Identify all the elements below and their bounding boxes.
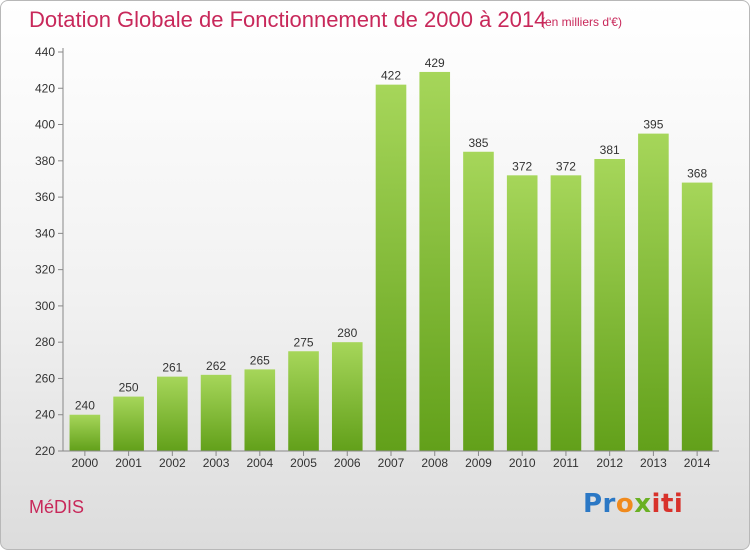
bar-2003 bbox=[200, 374, 232, 451]
bar-2001 bbox=[113, 396, 144, 451]
data-label: 381 bbox=[600, 143, 620, 157]
y-tick-label: 280 bbox=[35, 335, 55, 349]
bar-2013 bbox=[638, 133, 669, 451]
x-tick-label: 2003 bbox=[203, 456, 230, 470]
data-label: 385 bbox=[468, 136, 488, 150]
x-tick-label: 2012 bbox=[596, 456, 623, 470]
bar-2000 bbox=[69, 414, 101, 451]
y-tick-label: 300 bbox=[35, 299, 55, 313]
data-label: 372 bbox=[556, 159, 576, 173]
data-label: 240 bbox=[75, 399, 95, 413]
x-axis: 2000 2001 2002 2003 2004 2005 2006 2007 2008 2009… bbox=[63, 450, 719, 470]
data-label: 275 bbox=[294, 335, 314, 349]
y-tick-label: 420 bbox=[35, 81, 55, 95]
y-tick-label: 440 bbox=[35, 45, 55, 59]
data-label: 280 bbox=[337, 326, 357, 340]
y-tick-label: 340 bbox=[35, 226, 55, 240]
data-label: 262 bbox=[206, 359, 226, 373]
commune-name: MéDIS bbox=[29, 497, 85, 517]
data-label: 372 bbox=[512, 159, 532, 173]
y-axis: 220 240 260 280 300 320 340 360 380 400 420 440 bbox=[35, 45, 64, 458]
x-tick-label: 2004 bbox=[246, 456, 273, 470]
proxiti-logo: Proxiti bbox=[583, 489, 683, 519]
x-tick-label: 2009 bbox=[465, 456, 492, 470]
bar-2014 bbox=[681, 182, 713, 451]
data-label: 265 bbox=[250, 353, 270, 367]
y-tick-label: 240 bbox=[35, 408, 55, 422]
y-tick-label: 320 bbox=[35, 263, 55, 277]
bar-2006 bbox=[331, 342, 363, 451]
x-tick-label: 2005 bbox=[290, 456, 317, 470]
y-tick-label: 360 bbox=[35, 190, 55, 204]
bar-2012 bbox=[594, 159, 625, 451]
data-label: 395 bbox=[643, 118, 663, 132]
y-tick-label: 220 bbox=[35, 444, 55, 458]
bar-2005 bbox=[288, 351, 319, 451]
data-label: 261 bbox=[162, 361, 182, 375]
logo-part-1: Pr bbox=[583, 489, 616, 519]
x-tick-label: 2013 bbox=[640, 456, 667, 470]
chart-subtitle: (en milliers d'€) bbox=[541, 15, 622, 29]
bar-2010 bbox=[506, 175, 538, 451]
x-tick-label: 2006 bbox=[334, 456, 361, 470]
x-tick-label: 2000 bbox=[72, 456, 99, 470]
x-tick-label: 2011 bbox=[553, 456, 579, 470]
y-tick-label: 400 bbox=[35, 118, 55, 132]
bar-2002 bbox=[157, 376, 188, 451]
x-tick-label: 2007 bbox=[378, 456, 405, 470]
x-tick-label: 2001 bbox=[115, 456, 142, 470]
bar-2008 bbox=[419, 71, 451, 451]
bar-2011 bbox=[550, 175, 582, 451]
logo-part-2: o bbox=[615, 489, 635, 519]
x-tick-label: 2014 bbox=[684, 456, 711, 470]
logo-part-4: iti bbox=[651, 489, 684, 519]
bar-2007 bbox=[375, 84, 407, 452]
x-tick-label: 2008 bbox=[421, 456, 448, 470]
data-label: 429 bbox=[425, 56, 445, 70]
logo-part-3: x bbox=[634, 489, 652, 519]
y-tick-label: 260 bbox=[35, 371, 55, 385]
data-label: 368 bbox=[687, 167, 707, 181]
x-tick-label: 2002 bbox=[159, 456, 186, 470]
chart-title: Dotation Globale de Fonctionnement de 20… bbox=[29, 7, 547, 32]
data-label: 422 bbox=[381, 69, 401, 83]
data-label: 250 bbox=[119, 381, 139, 395]
y-tick-label: 380 bbox=[35, 154, 55, 168]
bar-2009 bbox=[463, 151, 494, 451]
bars-group: 240 250 261 262 265 275 280 422 429 385 372 372 381 3… bbox=[69, 56, 713, 452]
x-tick-label: 2010 bbox=[509, 456, 536, 470]
bar-2004 bbox=[244, 369, 276, 451]
